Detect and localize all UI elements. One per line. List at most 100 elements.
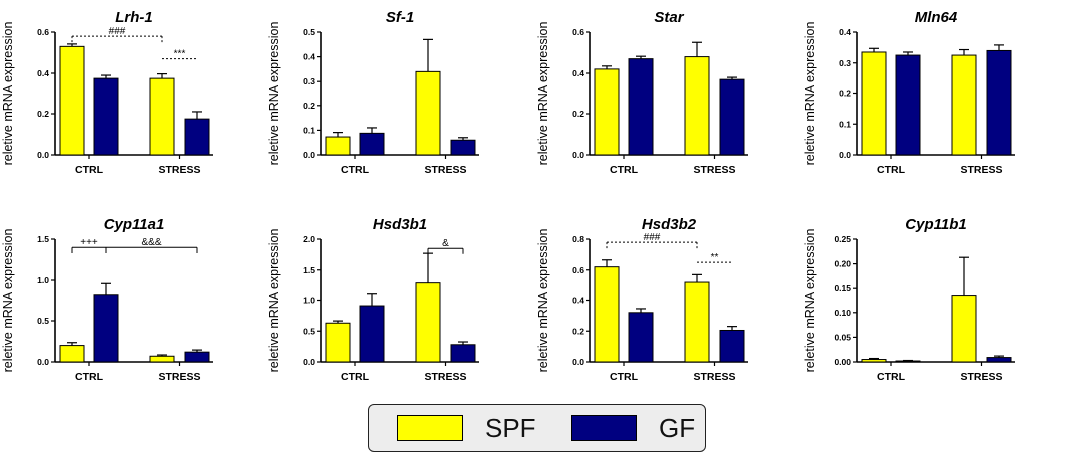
bar-spf-stress [415, 282, 441, 363]
y-tick-label: 0.2 [37, 109, 49, 119]
bar-gf-ctrl [359, 305, 385, 363]
x-tick-label: CTRL [610, 164, 639, 176]
chart-panel-8: Cyp11b1 reletive mRNA expression 0.00 0.05 0… [803, 216, 1015, 383]
bar-spf-ctrl [594, 266, 620, 363]
chart-title: Lrh-1 [115, 9, 153, 26]
bar-gf-stress [986, 357, 1012, 363]
chart-panel-5: Cyp11a1 reletive mRNA expression 0.0 0.5 1.0… [1, 216, 213, 383]
y-tick-label: 0.6 [37, 27, 49, 37]
y-tick-label: 0.5 [303, 27, 315, 37]
x-tick-label: CTRL [341, 371, 370, 383]
y-tick-label: 0.15 [834, 283, 851, 293]
bar-spf-stress [415, 70, 441, 156]
bar-spf-ctrl [325, 322, 351, 363]
y-axis-label: reletive mRNA expression [267, 22, 281, 166]
legend: SPF GF [368, 404, 706, 452]
y-axis-label: reletive mRNA expression [803, 22, 817, 166]
y-tick-label: 0.0 [572, 150, 584, 160]
bar-spf-ctrl [861, 51, 887, 156]
y-tick-label: 0.4 [303, 52, 315, 62]
y-tick-label: 0.10 [834, 308, 851, 318]
y-tick-label: 0.8 [572, 234, 584, 244]
significance-label: ### [644, 232, 661, 243]
x-tick-label: CTRL [75, 371, 104, 383]
y-tick-label: 1.0 [37, 275, 49, 285]
y-tick-label: 0.4 [839, 27, 851, 37]
y-axis-label: reletive mRNA expression [536, 22, 550, 166]
bar-spf-stress [951, 54, 977, 156]
y-axis-label: reletive mRNA expression [1, 22, 15, 166]
chart-title: Hsd3b1 [373, 216, 427, 233]
bar-spf-ctrl [594, 68, 620, 156]
y-tick-label: 0.0 [37, 357, 49, 367]
x-tick-label: STRESS [158, 164, 200, 176]
y-tick-label: 0.2 [572, 326, 584, 336]
y-tick-label: 0.0 [37, 150, 49, 160]
y-tick-label: 0.0 [572, 357, 584, 367]
x-tick-label: CTRL [877, 371, 906, 383]
bar-spf-stress [149, 77, 175, 156]
chart-title: Cyp11a1 [104, 216, 165, 233]
y-axis-label: reletive mRNA expression [1, 229, 15, 373]
y-tick-label: 0.2 [839, 89, 851, 99]
x-tick-label: CTRL [75, 164, 104, 176]
y-tick-label: 0.25 [834, 234, 851, 244]
y-tick-label: 1.5 [37, 234, 49, 244]
legend-label-gf: GF [659, 412, 696, 443]
y-tick-label: 1.0 [303, 296, 315, 306]
chart-panel-1: Lrh-1 reletive mRNA expression 0.0 0.2 0.4 0.… [1, 9, 213, 176]
y-tick-label: 0.4 [572, 68, 584, 78]
y-tick-label: 0.2 [303, 101, 315, 111]
chart-title: Mln64 [915, 9, 958, 26]
bar-gf-ctrl [359, 132, 385, 156]
y-tick-label: 2.0 [303, 234, 315, 244]
bar-spf-stress [684, 281, 710, 363]
bar-spf-stress [951, 295, 977, 363]
bar-spf-stress [684, 56, 710, 156]
x-tick-label: CTRL [877, 164, 906, 176]
x-tick-label: CTRL [341, 164, 370, 176]
significance-label: & [442, 238, 449, 249]
x-tick-label: STRESS [424, 164, 466, 176]
legend-item-gf: GF [571, 413, 695, 443]
y-tick-label: 0.05 [834, 332, 851, 342]
legend-item-spf: SPF [397, 413, 536, 443]
chart-title: Hsd3b2 [642, 216, 697, 233]
bar-gf-ctrl [895, 360, 921, 363]
y-axis-label: reletive mRNA expression [803, 229, 817, 373]
chart-panel-3: Star reletive mRNA expression 0.0 0.2 0.4 0.6… [536, 9, 748, 176]
y-tick-label: 0.3 [839, 58, 851, 68]
bar-gf-ctrl [93, 77, 119, 156]
chart-panel-2: Sf-1 reletive mRNA expression 0.0 0.1 0.2 0.3… [267, 9, 479, 176]
x-tick-label: STRESS [424, 371, 466, 383]
y-tick-label: 0.6 [572, 265, 584, 275]
significance-label: +++ [80, 237, 98, 248]
bar-gf-stress [450, 344, 476, 363]
bar-spf-ctrl [325, 136, 351, 156]
y-axis-label: reletive mRNA expression [267, 229, 281, 373]
y-tick-label: 0.3 [303, 76, 315, 86]
y-tick-label: 0.0 [303, 357, 315, 367]
chart-title: Sf-1 [386, 9, 414, 26]
chart-title: Cyp11b1 [905, 216, 966, 233]
y-tick-label: 1.5 [303, 265, 315, 275]
x-tick-label: STRESS [158, 371, 200, 383]
chart-panel-6: Hsd3b1 reletive mRNA expression 0.0 0.5 1.0 1… [267, 216, 479, 383]
y-tick-label: 0.2 [572, 109, 584, 119]
significance-label: *** [174, 49, 186, 60]
chart-title: Star [654, 9, 684, 26]
bar-gf-stress [719, 78, 745, 156]
bar-gf-stress [450, 139, 476, 156]
chart-panel-4: Mln64 reletive mRNA expression 0.0 0.1 0.2 0.… [803, 9, 1015, 176]
x-tick-label: STRESS [960, 164, 1002, 176]
x-tick-label: CTRL [610, 371, 639, 383]
legend-swatch-gf [571, 415, 637, 441]
legend-swatch-spf [397, 415, 463, 441]
bar-gf-stress [719, 329, 745, 363]
y-tick-label: 0.0 [839, 150, 851, 160]
significance-label: ** [711, 252, 719, 263]
bar-gf-ctrl [93, 294, 119, 363]
bar-gf-ctrl [628, 58, 654, 156]
y-tick-label: 0.0 [303, 150, 315, 160]
